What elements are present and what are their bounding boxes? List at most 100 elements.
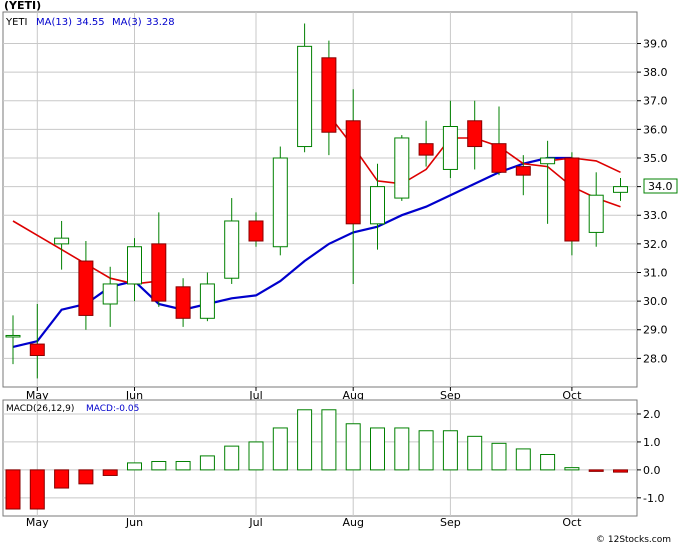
candle-up: [442, 126, 458, 170]
price-y-tick-label: 31.0: [643, 266, 668, 279]
price-x-tick-label: Aug: [342, 389, 363, 402]
candle-up: [102, 283, 118, 305]
macd-bar-positive: [370, 427, 385, 471]
macd-bar-positive: [321, 409, 337, 471]
candle-down: [491, 143, 507, 173]
macd-bar-negative: [102, 469, 118, 476]
macd-bar-positive: [248, 441, 264, 471]
price-y-tick-label: 39.0: [643, 37, 668, 50]
macd-x-axis: May Jun Jul Aug Sep Oct: [26, 516, 582, 529]
macd-panel-frame: [2, 399, 638, 517]
macd-y-tick-label: -1.0: [643, 492, 664, 505]
macd-value-label: MACD:-0.05: [86, 404, 139, 414]
macd-x-tick-label: Oct: [562, 516, 582, 529]
macd-bar-negative: [588, 469, 604, 472]
macd-bar-positive: [394, 427, 410, 471]
price-x-tick-label: May: [26, 389, 49, 402]
candle-up: [199, 283, 215, 319]
macd-bar-negative: [78, 469, 94, 485]
candle-down: [175, 286, 191, 319]
macd-bar-negative: [54, 469, 70, 489]
candle-up: [54, 237, 70, 245]
candle-down: [248, 220, 264, 242]
macd-bar-positive: [564, 467, 580, 471]
legend-ticker: YETI: [5, 17, 27, 28]
candle-down: [564, 157, 580, 242]
price-x-tick-label: Jun: [125, 389, 143, 402]
macd-bar-negative: [613, 469, 628, 473]
macd-bar-positive: [515, 448, 531, 471]
candle-down: [321, 57, 337, 133]
price-y-tick-label: 30.0: [643, 295, 668, 308]
candle-down: [515, 166, 531, 176]
macd-bar-positive: [272, 427, 288, 471]
macd-x-tick-label: Sep: [440, 516, 461, 529]
candles: [5, 23, 628, 379]
candle-up: [370, 186, 385, 225]
footer-copyright: © 12Stocks.com: [596, 535, 671, 545]
candle-up: [394, 137, 410, 199]
legend-ma13-label: MA(13): [36, 17, 72, 28]
last-price-tag-box: [643, 178, 678, 194]
macd-y-tick-label: 1.0: [643, 436, 661, 449]
macd-bar-negative: [29, 469, 45, 510]
last-price-tag: 34.0: [648, 180, 673, 193]
price-y-tick-label: 32.0: [643, 238, 668, 251]
candle-down: [151, 243, 167, 302]
candle-down: [418, 143, 434, 156]
price-y-axis: 28.029.030.031.032.033.034.035.036.037.0…: [637, 37, 668, 365]
chart-title: (YETI): [4, 0, 41, 12]
candle-up: [5, 334, 21, 338]
price-x-tick-label: Sep: [440, 389, 461, 402]
legend-ma3-value: 33.28: [146, 17, 175, 28]
macd-y-tick-label: 0.0: [643, 464, 661, 477]
macd-bar-positive: [540, 454, 556, 471]
price-x-tick-label: Jul: [248, 389, 262, 402]
macd-y-tick-label: 2.0: [643, 408, 661, 421]
macd-grid: [3, 400, 637, 516]
price-y-tick-label: 38.0: [643, 66, 668, 79]
macd-bar-positive: [491, 442, 507, 471]
candle-down: [467, 120, 483, 148]
price-y-tick-label: 36.0: [643, 123, 668, 136]
candle-up: [297, 45, 313, 148]
candle-up: [224, 220, 240, 279]
macd-bar-positive: [297, 409, 313, 471]
candle-down: [345, 120, 361, 225]
macd-bar-positive: [345, 423, 361, 471]
ma-line-ma3: [547, 157, 621, 174]
macd-bar-positive: [175, 460, 191, 471]
price-y-tick-label: 33.0: [643, 209, 668, 222]
macd-x-tick-label: Jun: [125, 516, 143, 529]
candle-up: [127, 246, 142, 285]
candle-down: [78, 260, 94, 316]
candle-down: [29, 343, 45, 357]
price-x-tick-label: Oct: [562, 389, 582, 402]
macd-bar-positive: [442, 430, 458, 471]
macd-bar-positive: [224, 445, 240, 471]
legend-ma13-value: 34.55: [76, 17, 105, 28]
candle-up: [588, 194, 604, 233]
candle-up: [613, 186, 628, 193]
price-y-tick-label: 35.0: [643, 152, 668, 165]
price-panel-frame: [2, 11, 638, 388]
price-y-tick-label: 37.0: [643, 95, 668, 108]
candle-up: [540, 157, 556, 165]
macd-x-tick-label: Jul: [248, 516, 262, 529]
legend-ma3-label: MA(3): [112, 17, 142, 28]
macd-bar-positive: [199, 455, 215, 471]
macd-bar-positive: [418, 430, 434, 471]
candle-up: [272, 157, 288, 248]
macd-x-tick-label: Aug: [342, 516, 363, 529]
price-x-axis: May Jun Jul Aug Sep Oct: [26, 387, 582, 402]
macd-bar-positive: [467, 435, 483, 471]
macd-bar-negative: [5, 469, 21, 510]
macd-y-axis: -1.0 0.0 1.0 2.0: [637, 408, 664, 505]
macd-x-tick-label: May: [26, 516, 49, 529]
macd-bar-positive: [127, 462, 142, 471]
price-y-tick-label: 29.0: [643, 324, 668, 337]
price-y-tick-label: 28.0: [643, 352, 668, 365]
macd-label: MACD(26,12,9): [6, 404, 74, 414]
